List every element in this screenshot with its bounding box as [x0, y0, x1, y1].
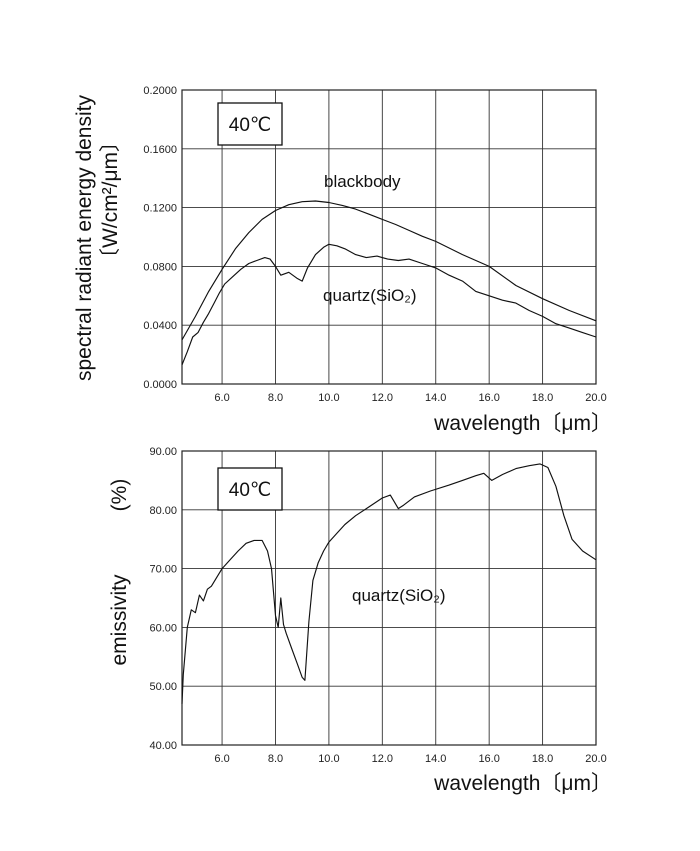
top-x-tick-label: 14.0 — [425, 392, 446, 404]
bot-y-tick-label: 40.00 — [149, 740, 177, 752]
bottom-series-label-quartz: quartz(SiO₂) — [352, 586, 446, 605]
top-series-line-quartz-sio — [181, 243, 597, 366]
top-y-tick-label: 0.2000 — [143, 85, 177, 97]
bottom-chart-frame — [181, 450, 597, 746]
top-series-label-blackbody: blackbody — [324, 172, 401, 191]
top-series-line-blackbody — [181, 200, 597, 341]
bot-y-tick-label: 50.00 — [149, 681, 177, 693]
bottom-x-axis-title: wavelength〔μm〕 — [433, 772, 612, 795]
top-x-axis-title: wavelength〔μm〕 — [433, 412, 612, 435]
top-x-tick-label: 12.0 — [372, 392, 393, 404]
bot-x-tick-label: 14.0 — [425, 753, 446, 765]
bot-x-tick-label: 20.0 — [585, 753, 606, 765]
top-series-label-quartz: quartz(SiO₂) — [323, 286, 417, 305]
bottom-chart-series — [181, 463, 597, 704]
bottom-x-tick-labels: 6.0 8.0 10.0 12.0 14.0 16.0 18.0 20.0 — [214, 753, 606, 765]
top-y-axis-unit: 〔W/cm²/μm〕 — [99, 131, 122, 269]
top-y-tick-labels: 0.0000 0.0400 0.0800 0.1200 0.1600 0.2000 — [143, 85, 177, 391]
top-y-axis-title: spectral radiant energy density — [73, 95, 96, 381]
top-x-tick-label: 8.0 — [268, 392, 283, 404]
bottom-y-axis-unit: (%) — [108, 479, 131, 512]
bot-x-tick-label: 12.0 — [372, 753, 393, 765]
top-x-tick-labels: 6.0 8.0 10.0 12.0 14.0 16.0 18.0 20.0 — [214, 392, 606, 404]
top-y-tick-label: 0.1600 — [143, 144, 177, 156]
top-y-tick-label: 0.0400 — [143, 320, 177, 332]
bot-x-tick-label: 10.0 — [318, 753, 339, 765]
bot-y-tick-label: 80.00 — [149, 505, 177, 517]
bot-y-tick-label: 60.00 — [149, 622, 177, 634]
bottom-temperature-box — [217, 467, 283, 511]
top-x-tick-label: 6.0 — [214, 392, 229, 404]
top-chart-series — [181, 200, 597, 366]
top-x-tick-label: 16.0 — [478, 392, 499, 404]
top-temperature-label: 40℃ — [229, 115, 271, 136]
bot-x-tick-label: 6.0 — [214, 753, 229, 765]
bottom-y-tick-labels: 40.00 50.00 60.00 70.00 80.00 90.00 — [149, 446, 177, 752]
emissivity-chart: 40.00 50.00 60.00 70.00 80.00 90.00 6.0 8.0 10.… — [108, 446, 612, 795]
bottom-temperature-label: 40℃ — [229, 480, 271, 501]
top-y-tick-label: 0.1200 — [143, 203, 177, 215]
top-temperature-box — [217, 102, 283, 146]
top-x-tick-label: 20.0 — [585, 392, 606, 404]
bot-x-tick-label: 8.0 — [268, 753, 283, 765]
spectral-density-chart: 0.0000 0.0400 0.0800 0.1200 0.1600 0.2000 6.0… — [73, 85, 612, 435]
bot-series-line-quartz-sio — [181, 463, 597, 704]
bottom-y-axis-title: emissivity — [108, 574, 131, 666]
bot-y-tick-label: 70.00 — [149, 564, 177, 576]
bottom-chart-grid — [182, 451, 596, 745]
bot-x-tick-label: 16.0 — [478, 753, 499, 765]
bot-x-tick-label: 18.0 — [532, 753, 553, 765]
top-chart-frame — [181, 89, 597, 385]
top-y-tick-label: 0.0800 — [143, 261, 177, 273]
top-x-tick-label: 10.0 — [318, 392, 339, 404]
top-y-tick-label: 0.0000 — [143, 379, 177, 391]
bot-y-tick-label: 90.00 — [149, 446, 177, 458]
top-x-tick-label: 18.0 — [532, 392, 553, 404]
